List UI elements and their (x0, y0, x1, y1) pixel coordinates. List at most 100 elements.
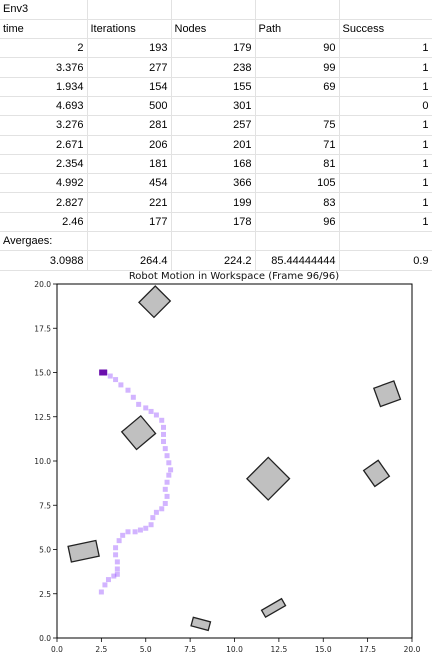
obstacle (245, 456, 291, 501)
robot-end-marker (99, 369, 108, 376)
cell[interactable] (87, 231, 172, 252)
cell[interactable]: 193 (87, 38, 172, 59)
cell[interactable] (339, 231, 432, 252)
cell[interactable]: 4.693 (0, 96, 88, 117)
cell[interactable]: 154 (87, 77, 172, 97)
cell[interactable]: 1 (339, 192, 432, 213)
cell[interactable]: 301 (171, 96, 256, 117)
cell[interactable]: 281 (87, 115, 172, 136)
averages-row: 3.0988 264.4 224.2 85.44444444 0.9 (0, 250, 432, 271)
cell[interactable]: Path (255, 19, 340, 40)
cell[interactable]: 257 (171, 115, 256, 136)
cell[interactable]: 1 (339, 173, 432, 194)
cell[interactable] (255, 0, 340, 20)
cell[interactable] (339, 0, 432, 20)
cell[interactable]: 90 (255, 38, 340, 59)
table-row: 2.671 206 201 71 1 (0, 135, 432, 155)
path-point (120, 532, 126, 538)
cell[interactable]: 1 (339, 135, 432, 155)
cell[interactable]: 75 (255, 115, 340, 136)
cell[interactable]: 221 (87, 192, 172, 213)
cell[interactable]: 201 (171, 135, 256, 155)
obstacle (362, 459, 391, 488)
cell[interactable]: 454 (87, 173, 172, 194)
obstacle (120, 414, 157, 451)
path-point (137, 527, 143, 533)
cell[interactable]: time (0, 19, 88, 40)
path-point (148, 522, 154, 528)
cell[interactable]: 3.376 (0, 57, 88, 78)
path-point (98, 589, 104, 595)
cell[interactable]: Success (339, 19, 432, 40)
path-point (162, 500, 168, 506)
cell[interactable]: 105 (255, 173, 340, 194)
y-tick-label: 15.0 (34, 369, 51, 378)
cell[interactable]: 181 (87, 154, 172, 175)
cell[interactable]: 81 (255, 154, 340, 175)
y-tick-label: 17.5 (34, 324, 51, 333)
cell[interactable]: 1 (339, 38, 432, 59)
y-tick-label: 10.0 (34, 457, 51, 466)
cell[interactable]: 224.2 (171, 250, 256, 271)
cell[interactable]: 179 (171, 38, 256, 59)
cell[interactable]: 178 (171, 212, 256, 233)
y-tick-label: 20.0 (34, 280, 51, 289)
path-point (113, 552, 119, 558)
cell[interactable]: 2.671 (0, 135, 88, 155)
cell[interactable]: 96 (255, 212, 340, 233)
cell[interactable]: 2 (0, 38, 88, 59)
cell[interactable] (87, 0, 172, 20)
path-point (153, 412, 159, 418)
cell[interactable]: 83 (255, 192, 340, 213)
path-point (166, 460, 172, 466)
cell[interactable] (171, 0, 256, 20)
cell[interactable] (171, 231, 256, 252)
cell[interactable]: 238 (171, 57, 256, 78)
path-point (132, 529, 138, 535)
cell[interactable]: 71 (255, 135, 340, 155)
cell[interactable]: 264.4 (87, 250, 172, 271)
cell[interactable]: 85.44444444 (255, 250, 340, 271)
cell[interactable]: 1 (339, 115, 432, 136)
cell[interactable]: 366 (171, 173, 256, 194)
cell[interactable]: 168 (171, 154, 256, 175)
path-point (150, 515, 156, 521)
cell[interactable]: 0 (339, 96, 432, 117)
path-point (113, 377, 119, 383)
x-tick-label: 12.5 (271, 645, 288, 654)
cell[interactable]: 2.46 (0, 212, 88, 233)
table-row: 3.276 281 257 75 1 (0, 115, 432, 136)
cell[interactable]: 206 (87, 135, 172, 155)
cell[interactable]: 1 (339, 154, 432, 175)
cell[interactable]: 3.0988 (0, 250, 88, 271)
cell[interactable]: 99 (255, 57, 340, 78)
cell[interactable]: 155 (171, 77, 256, 97)
results-spreadsheet: Env3 time Iterations Nodes Path Success 2 193 17… (0, 0, 432, 271)
cell[interactable]: 4.992 (0, 173, 88, 194)
obstacle (138, 285, 172, 319)
cell[interactable] (255, 96, 340, 117)
path-point (125, 529, 131, 535)
cell[interactable]: 2.827 (0, 192, 88, 213)
path-point (164, 479, 170, 485)
path-point (116, 538, 122, 544)
cell[interactable]: 3.276 (0, 115, 88, 136)
cell[interactable]: 277 (87, 57, 172, 78)
table-row: 4.693 500 301 0 (0, 96, 432, 117)
cell[interactable]: 1 (339, 212, 432, 233)
cell[interactable]: Env3 (0, 0, 88, 20)
cell[interactable]: 69 (255, 77, 340, 97)
cell[interactable] (255, 231, 340, 252)
cell[interactable]: 177 (87, 212, 172, 233)
robot-motion-chart: Robot Motion in Workspace (Frame 96/96) … (0, 262, 432, 663)
cell[interactable]: Nodes (171, 19, 256, 40)
cell[interactable]: 500 (87, 96, 172, 117)
cell[interactable]: Iterations (87, 19, 172, 40)
cell[interactable]: 1 (339, 77, 432, 97)
cell[interactable]: 1 (339, 57, 432, 78)
cell[interactable]: Avergaes: (0, 231, 88, 252)
path-point (136, 401, 142, 407)
cell[interactable]: 2.354 (0, 154, 88, 175)
cell[interactable]: 1.934 (0, 77, 88, 97)
cell[interactable]: 199 (171, 192, 256, 213)
